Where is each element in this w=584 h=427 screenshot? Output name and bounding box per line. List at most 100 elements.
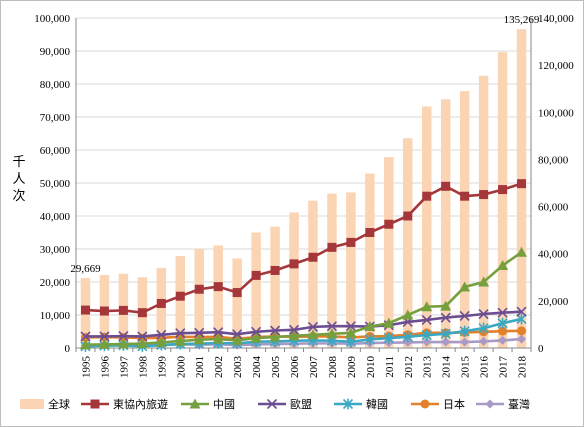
series-1-point [155, 336, 167, 347]
bar-global [327, 193, 337, 348]
x-axis-tick-label: 2002 [213, 356, 225, 378]
bar-layer [80, 29, 527, 349]
series-2-point [269, 325, 281, 336]
series-0-point [422, 191, 432, 201]
series-0-point [232, 288, 242, 298]
x-axis-tick-label: 2013 [422, 356, 434, 379]
legend-entry: 日本 [411, 397, 465, 411]
series-1-point [79, 339, 91, 350]
left-axis-tick-label: 70,000 [40, 112, 71, 124]
left-axis-tick-label: 50,000 [40, 178, 71, 190]
series-3-point [516, 313, 527, 325]
bar-global [421, 106, 432, 349]
left-axis-tick-label: 20,000 [40, 277, 71, 289]
data-label: 135,269 [504, 14, 540, 26]
series-0-point [175, 291, 185, 301]
legend-swatch [20, 399, 44, 409]
series-0-point [213, 282, 223, 292]
series-3-point [364, 333, 375, 345]
bar-global [346, 192, 356, 348]
y-axis-title-char: 次 [12, 188, 25, 204]
line-layer [79, 179, 528, 352]
series-0-point [479, 190, 489, 200]
bar-global [403, 138, 413, 348]
x-axis-tick-label: 2004 [251, 356, 263, 379]
series-0-point [156, 298, 166, 308]
series-2-point [213, 327, 224, 338]
left-axis-tick-label: 0 [65, 343, 71, 355]
series-1-point [497, 260, 509, 270]
label-layer: 0 10,000 20,000 30,000 40,000 50,000 60,000 70,… [12, 13, 574, 378]
series-5-point [422, 337, 432, 347]
bar-global [194, 249, 204, 348]
series-1-point [250, 332, 262, 343]
series-2-point [326, 321, 338, 332]
x-axis-tick-label: 2001 [194, 356, 206, 378]
series-1-point [421, 301, 433, 312]
legend-label: 全球 [48, 397, 70, 411]
x-axis-tick-label: 2005 [270, 356, 282, 379]
x-axis-tick-label: 2012 [403, 356, 415, 378]
x-axis-tick-label: 2010 [365, 356, 377, 379]
x-axis-tick-label: 2014 [441, 356, 453, 379]
x-axis-tick-label: 1995 [80, 356, 92, 379]
series-3-point [440, 328, 451, 340]
series-0-point [403, 211, 413, 221]
series-2-point [175, 328, 186, 339]
series-2-point [251, 326, 262, 337]
right-axis-tick-label: 20,000 [538, 296, 569, 308]
series-2-point [345, 321, 356, 332]
legend-marker [90, 399, 100, 409]
series-2-point [118, 331, 129, 342]
series-1-point [345, 327, 357, 338]
legend-marker [266, 398, 278, 410]
left-axis-tick-label: 10,000 [40, 310, 71, 322]
series-1-point [231, 334, 243, 345]
series-2-point [156, 329, 167, 340]
left-axis-tick-label: 30,000 [40, 244, 71, 256]
series-2-line [85, 310, 522, 338]
right-axis-tick-label: 120,000 [538, 60, 574, 72]
legend-label: 中國 [213, 398, 235, 411]
x-axis-tick-label: 2008 [327, 356, 339, 379]
series-3-point [497, 317, 508, 329]
left-axis-tick-label: 60,000 [40, 145, 71, 157]
legend-label: 日本 [443, 397, 465, 411]
series-1-point [459, 281, 471, 292]
series-0-point [137, 308, 147, 318]
left-axis-tick-label: 40,000 [40, 211, 71, 223]
series-2-point [99, 331, 110, 342]
legend-layer: 全球 東協內旅遊 中國 歐盟 韓國 日本 臺灣 [20, 397, 530, 411]
series-1-point [478, 276, 490, 287]
series-0-point [365, 228, 375, 237]
series-3-point [345, 336, 356, 348]
x-axis-tick-label: 2016 [479, 356, 491, 379]
x-axis-tick-label: 2018 [517, 356, 529, 379]
series-1-point [193, 334, 205, 345]
series-0-point [270, 265, 280, 275]
right-axis-tick-label: 0 [538, 343, 544, 355]
series-2-point [421, 314, 432, 326]
series-1-point [212, 333, 224, 344]
series-1-point [288, 330, 300, 341]
series-3-point [459, 325, 470, 337]
series-2-point [80, 331, 91, 342]
series-1-point [117, 338, 129, 349]
series-1-point [516, 246, 528, 257]
y-axis-title-char: 人 [12, 172, 25, 187]
x-axis-tick-label: 1996 [99, 356, 111, 379]
legend-entry: 臺灣 [476, 397, 530, 411]
series-2-point [478, 308, 489, 320]
series-2-point [459, 310, 470, 322]
series-5-point [460, 337, 470, 347]
series-3-point [421, 329, 432, 341]
series-3-point [402, 331, 413, 343]
legend-label: 東協內旅遊 [113, 397, 168, 411]
right-axis-tick-label: 100,000 [538, 107, 574, 119]
bar-global [497, 52, 508, 349]
series-5-point [479, 336, 489, 346]
series-1-point [402, 309, 414, 320]
series-4-point [517, 326, 527, 336]
